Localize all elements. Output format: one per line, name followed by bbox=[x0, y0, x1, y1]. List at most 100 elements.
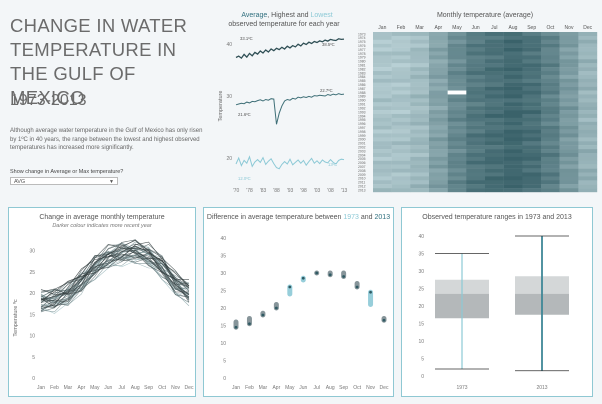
heatmap-cell bbox=[447, 106, 467, 111]
heatmap-cell bbox=[373, 98, 392, 103]
heatmap-cell bbox=[541, 71, 560, 76]
heatmap-cell bbox=[373, 39, 392, 44]
heatmap-cell bbox=[447, 71, 467, 76]
heatmap-cell bbox=[578, 102, 598, 107]
monthly-heatmap: Monthly temperature (average) Jan Feb Mar A… bbox=[358, 12, 598, 193]
heatmap-cell bbox=[485, 67, 504, 72]
heatmap-cell bbox=[503, 156, 523, 161]
heatmap-cell bbox=[373, 74, 392, 80]
x-tick-label: '08 bbox=[327, 188, 334, 194]
heatmap-cell bbox=[429, 39, 448, 44]
heatmap-cell bbox=[429, 188, 448, 193]
y-tick-label: 25 bbox=[220, 289, 226, 295]
point-2013 bbox=[328, 273, 332, 277]
heatmap-cell bbox=[559, 78, 579, 83]
heatmap-cell bbox=[429, 129, 448, 134]
heatmap-cell bbox=[447, 86, 467, 91]
point-2013 bbox=[382, 318, 386, 322]
heatmap-cell bbox=[559, 184, 579, 189]
heatmap-cell bbox=[503, 55, 523, 60]
y-tick-label: 15 bbox=[220, 324, 226, 330]
heatmap-cell bbox=[485, 86, 504, 91]
heatmap-cell bbox=[410, 184, 430, 189]
x-tick-label: '93 bbox=[287, 188, 294, 194]
heatmap-cell bbox=[522, 145, 542, 150]
x-tick-label: Feb bbox=[50, 385, 59, 391]
heatmap-cell bbox=[485, 51, 504, 56]
heatmap-cell bbox=[429, 149, 448, 154]
heatmap-cell bbox=[447, 180, 467, 185]
heatmap-cell bbox=[522, 94, 542, 99]
heatmap-row-label: 1993 bbox=[358, 110, 366, 114]
heatmap-cell bbox=[429, 51, 448, 56]
avg-max-dropdown[interactable]: AVG ▼ bbox=[10, 177, 118, 185]
heatmap-cell bbox=[391, 39, 411, 44]
heatmap-cell bbox=[559, 35, 579, 40]
heatmap-cell bbox=[447, 164, 467, 169]
year-line bbox=[40, 251, 190, 308]
heatmap-cell bbox=[559, 94, 579, 99]
heatmap-column-label: Jan bbox=[378, 25, 386, 31]
heatmap-cell bbox=[559, 117, 579, 122]
heatmap-cell bbox=[429, 82, 448, 87]
point-2013 bbox=[355, 285, 359, 289]
heatmap-cell bbox=[541, 113, 560, 119]
heatmap-cell bbox=[578, 129, 598, 134]
heatmap-cell bbox=[522, 188, 542, 193]
heatmap-cell bbox=[541, 35, 560, 40]
heatmap-cell bbox=[485, 141, 504, 146]
heatmap-cell bbox=[578, 141, 598, 146]
heatmap-cell bbox=[466, 133, 486, 138]
point-2013 bbox=[315, 271, 319, 275]
heatmap-row-label: 1991 bbox=[358, 103, 366, 107]
heatmap-cell bbox=[410, 43, 430, 48]
heatmap-cell bbox=[578, 133, 598, 138]
heatmap-cell bbox=[410, 98, 430, 103]
monthly-line-chart: Temperature ºc 0 5 10 15 20 25 30 Jan Feb Mar Apr M… bbox=[12, 239, 194, 391]
heatmap-cell bbox=[578, 51, 598, 56]
heatmap-cell bbox=[559, 67, 579, 72]
heatmap-cell bbox=[447, 113, 467, 119]
heatmap-row-label: 1984 bbox=[358, 75, 366, 79]
heatmap-cell bbox=[559, 125, 579, 130]
heatmap-cell bbox=[485, 117, 504, 122]
heatmap-cell bbox=[410, 152, 430, 158]
heatmap-cell bbox=[522, 51, 542, 56]
heatmap-row-label: 2011 bbox=[358, 181, 365, 185]
heatmap-cell bbox=[485, 164, 504, 169]
heatmap-cell bbox=[429, 172, 448, 177]
heatmap-cell bbox=[447, 98, 467, 103]
heatmap-cell bbox=[503, 94, 523, 99]
y-tick-label: 30 bbox=[418, 269, 424, 275]
heatmap-cell bbox=[410, 47, 430, 52]
heatmap-cell bbox=[391, 121, 411, 126]
heatmap-cell bbox=[391, 156, 411, 161]
heatmap-cell bbox=[373, 145, 392, 150]
heatmap-cell bbox=[485, 145, 504, 150]
heatmap-row-label: 1999 bbox=[358, 134, 366, 138]
heatmap-cell bbox=[578, 117, 598, 122]
heatmap-cell bbox=[466, 125, 486, 130]
heatmap-cell bbox=[503, 145, 523, 150]
monthly-chart-subtitle: Darker colour indicates more recent year bbox=[52, 223, 152, 229]
heatmap-cell bbox=[447, 67, 467, 72]
heatmap-cell bbox=[410, 149, 430, 154]
heatmap-cell bbox=[503, 117, 523, 122]
heatmap-cell bbox=[541, 63, 560, 68]
heatmap-cell bbox=[541, 129, 560, 134]
heatmap-row-label: 1986 bbox=[358, 83, 366, 87]
heatmap-cell bbox=[447, 47, 467, 52]
heatmap-cell bbox=[522, 152, 542, 158]
heatmap-cell bbox=[466, 98, 486, 103]
heatmap-cell bbox=[559, 110, 579, 115]
heatmap-column-label: Mar bbox=[415, 25, 424, 31]
heatmap-cell bbox=[541, 32, 560, 37]
heatmap-cell bbox=[578, 55, 598, 60]
x-tick-label: '70 bbox=[233, 188, 240, 194]
heatmap-cell bbox=[503, 39, 523, 44]
heatmap-cell bbox=[466, 94, 486, 99]
heatmap-cell bbox=[522, 172, 542, 177]
heatmap-cell bbox=[373, 86, 392, 91]
dropdown-value: AVG bbox=[14, 179, 26, 185]
heatmap-cell bbox=[522, 71, 542, 76]
